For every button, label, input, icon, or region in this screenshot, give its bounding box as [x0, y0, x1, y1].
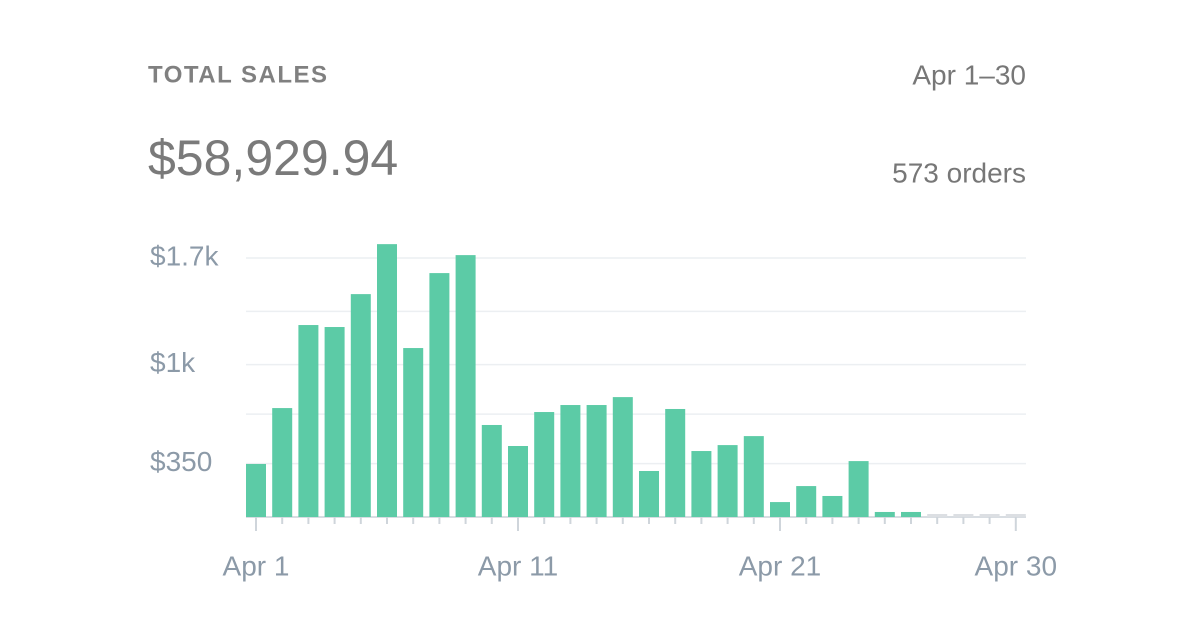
- bar: [665, 408, 686, 517]
- bar: [743, 436, 764, 517]
- bar: [901, 511, 921, 517]
- bar: [796, 486, 817, 517]
- x-tick-label: Apr 11: [478, 550, 558, 581]
- bar: [770, 502, 790, 517]
- bar: [246, 463, 266, 517]
- y-tick-label: $1.7k: [150, 240, 219, 271]
- bar: [350, 294, 371, 517]
- bar: [272, 408, 293, 517]
- bar: [403, 348, 424, 517]
- bar: [377, 244, 397, 517]
- bar: [639, 470, 659, 517]
- bar: [927, 514, 948, 517]
- bar: [691, 451, 712, 517]
- bar: [979, 514, 1000, 517]
- x-tick-label: Apr 30: [975, 550, 1058, 581]
- bar: [1005, 514, 1026, 517]
- bar: [717, 445, 738, 517]
- bar: [848, 461, 869, 517]
- x-tick-label: Apr 1: [223, 550, 290, 581]
- date-range: Apr 1–30: [912, 59, 1026, 90]
- y-tick-label: $1k: [150, 347, 196, 378]
- chart-title: TOTAL SALES: [148, 61, 329, 88]
- bar: [455, 255, 476, 517]
- total-sales: $58,929.94: [148, 130, 398, 186]
- bar: [953, 514, 974, 517]
- bar: [298, 325, 319, 517]
- bar: [534, 412, 555, 517]
- bar: [508, 446, 528, 517]
- x-tick-label: Apr 21: [739, 550, 822, 581]
- bar: [612, 397, 633, 517]
- bar: [429, 273, 450, 517]
- bar: [481, 424, 502, 517]
- bar: [560, 405, 581, 517]
- bar: [874, 511, 895, 517]
- y-tick-label: $350: [150, 446, 212, 477]
- bar: [822, 495, 843, 517]
- bar: [324, 327, 345, 517]
- bar: [586, 405, 607, 517]
- order-count: 573 orders: [892, 157, 1026, 188]
